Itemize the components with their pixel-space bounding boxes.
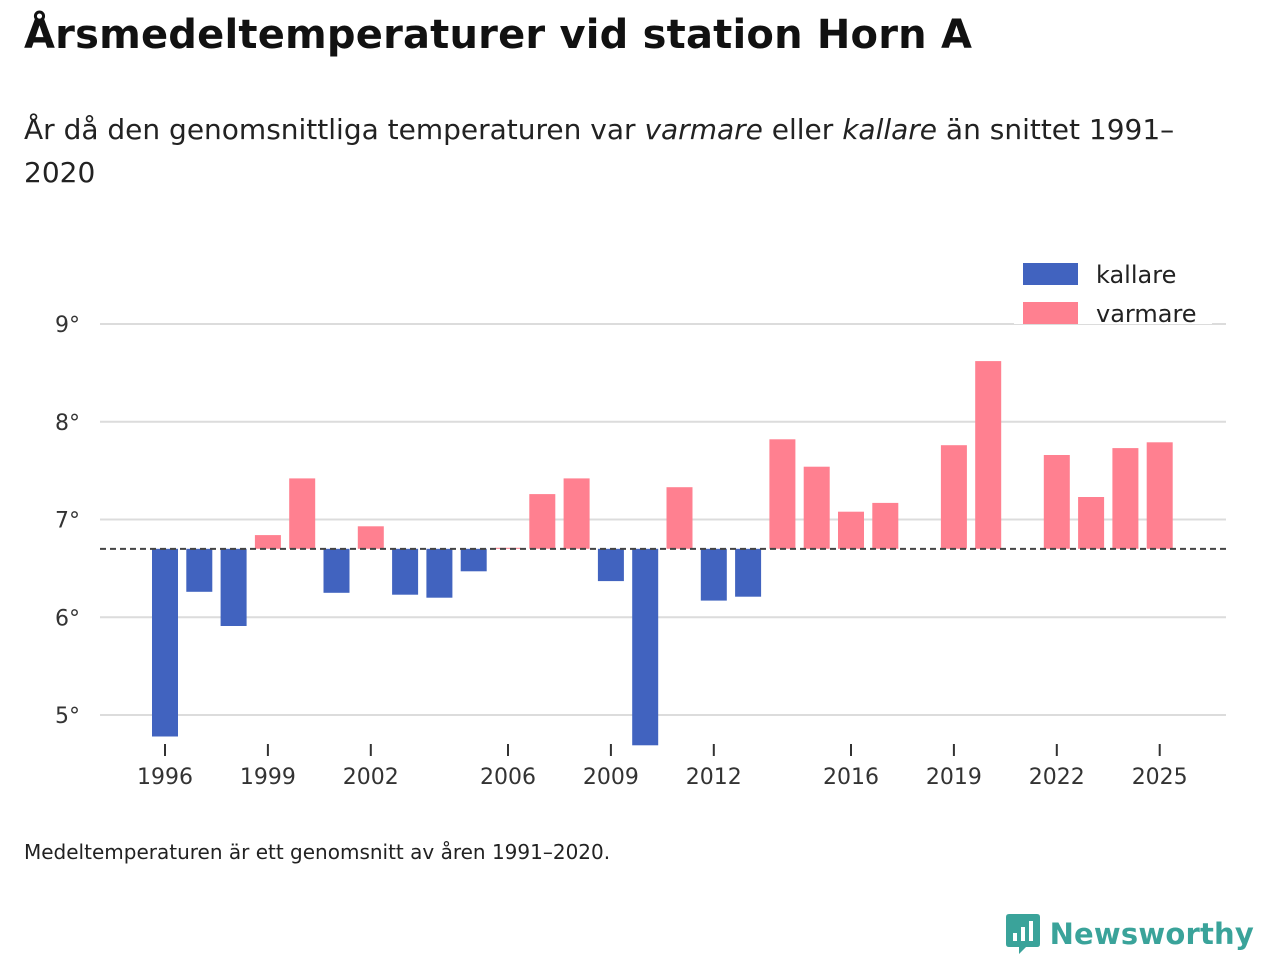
subtitle-text-middle: eller: [762, 113, 843, 146]
y-tick-label-8: 8°: [55, 411, 80, 436]
bar-2007: [529, 494, 556, 549]
legend-label-warm: varmare: [1096, 300, 1197, 328]
bar-2012: [700, 548, 727, 601]
subtitle-text-start: År då den genomsnittliga temperaturen va…: [24, 113, 645, 146]
bar-layer: [152, 361, 1173, 746]
y-tick-label-6: 6°: [55, 606, 80, 631]
x-axis: 1996 1999 2002 2006 2009 2012 2016 2019 2022 2025: [137, 744, 1188, 790]
subtitle-warm-word: varmare: [644, 113, 763, 146]
chart-subtitle: År då den genomsnittliga temperaturen va…: [24, 108, 1224, 194]
y-tick-label-9: 9°: [55, 313, 80, 338]
bar-2009: [597, 548, 624, 582]
subtitle-text-end: än snittet 1991–2020: [24, 113, 1175, 189]
bar-2001: [323, 548, 350, 593]
bar-1999: [254, 535, 281, 549]
x-tick-label-2025: 2025: [1132, 765, 1188, 790]
y-tick-label-5: 5°: [55, 704, 80, 729]
bar-2002: [357, 526, 384, 549]
bar-1998: [220, 548, 247, 626]
bar-2003: [392, 548, 419, 595]
x-tick-label-2019: 2019: [926, 765, 982, 790]
subtitle-cold-word: kallare: [842, 113, 938, 146]
brand-logo: Newsworthy: [1005, 914, 1254, 954]
bar-2011: [666, 487, 693, 549]
bar-2000: [289, 478, 316, 549]
bar-1996: [152, 548, 178, 737]
bar-2013: [735, 548, 762, 597]
x-tick-label-1996: 1996: [137, 765, 193, 790]
legend: kallare varmare: [1014, 256, 1212, 328]
bar-1997: [186, 548, 213, 592]
bar-2019: [940, 445, 967, 549]
bar-chart: 5° 6° 7° 8° 9° 1996 1999 2002 2006 2009 2012 2016 2…: [55, 256, 1226, 790]
legend-swatch-warm: [1023, 302, 1078, 324]
bar-2005: [460, 548, 487, 572]
brand-name: Newsworthy: [1049, 917, 1254, 951]
bar-2017: [872, 502, 899, 549]
bar-2016: [838, 511, 864, 549]
bar-2008: [563, 478, 590, 549]
x-tick-label-2009: 2009: [583, 765, 639, 790]
bar-2020: [975, 361, 1002, 549]
bar-2010: [632, 548, 659, 746]
chart-title: Årsmedeltemperaturer vid station Horn A: [24, 12, 973, 58]
x-tick-label-2022: 2022: [1029, 765, 1085, 790]
legend-label-cold: kallare: [1096, 261, 1176, 289]
x-tick-label-2006: 2006: [480, 765, 536, 790]
legend-swatch-cold: [1023, 263, 1078, 285]
newsworthy-logo-icon: [1005, 914, 1040, 954]
bar-2014: [769, 439, 796, 549]
bar-2015: [803, 466, 830, 549]
footnote: Medeltemperaturen är ett genomsnitt av å…: [24, 840, 611, 864]
bar-2004: [426, 548, 453, 598]
x-tick-label-1999: 1999: [240, 765, 296, 790]
x-tick-label-2002: 2002: [343, 765, 399, 790]
bar-2025: [1146, 442, 1173, 549]
bar-2006: [495, 547, 521, 549]
bar-2023: [1078, 497, 1105, 549]
x-tick-label-2016: 2016: [823, 765, 879, 790]
bar-2022: [1043, 455, 1070, 549]
bar-2024: [1112, 448, 1139, 549]
y-tick-label-7: 7°: [55, 509, 80, 534]
x-tick-label-2012: 2012: [686, 765, 742, 790]
